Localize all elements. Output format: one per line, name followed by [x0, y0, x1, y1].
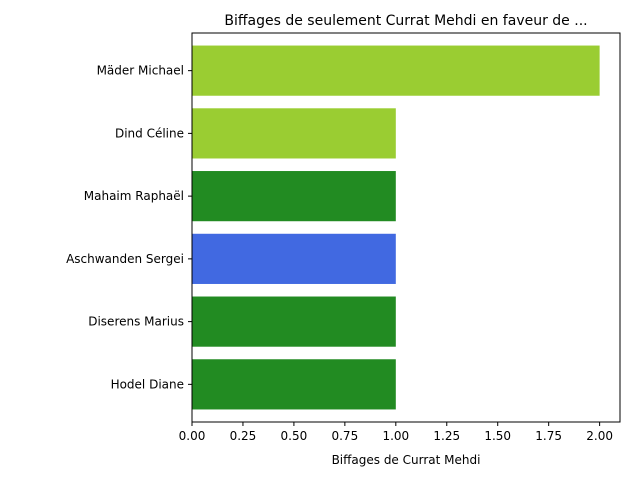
y-tick-label: Diserens Marius: [88, 315, 184, 329]
y-tick-label: Mäder Michael: [97, 64, 184, 78]
bar-mahaim-rapha-l: [192, 171, 396, 222]
bars-layer: [192, 45, 600, 410]
y-tick-label: Mahaim Raphaël: [84, 189, 184, 203]
x-tick-label: 0.25: [230, 429, 257, 443]
x-tick-label: 1.75: [535, 429, 562, 443]
chart-title: Biffages de seulement Currat Mehdi en fa…: [224, 13, 587, 29]
y-tick-label: Dind Céline: [115, 126, 184, 140]
y-tick-label: Aschwanden Sergei: [66, 252, 184, 266]
x-tick-label: 1.50: [484, 429, 511, 443]
plot-frame: [191, 32, 621, 423]
bar-m-der-michael: [192, 45, 600, 96]
x-tick-label: 2.00: [586, 429, 613, 443]
bar-diserens-marius: [192, 296, 396, 347]
axes-layer: Hodel Diane Diserens Marius Aschwanden Ser…: [66, 32, 621, 443]
bar-aschwanden-sergei: [192, 233, 396, 284]
bar-dind-c-line: [192, 108, 396, 159]
x-tick-label: 0.75: [331, 429, 358, 443]
x-tick-label: 0.50: [281, 429, 308, 443]
x-axis-label: Biffages de Currat Mehdi: [332, 453, 481, 467]
bar-hodel-diane: [192, 359, 396, 410]
y-tick-label: Hodel Diane: [111, 377, 184, 391]
x-tick-label: 1.25: [433, 429, 460, 443]
x-tick-label: 1.00: [382, 429, 409, 443]
x-tick-label: 0.00: [179, 429, 206, 443]
